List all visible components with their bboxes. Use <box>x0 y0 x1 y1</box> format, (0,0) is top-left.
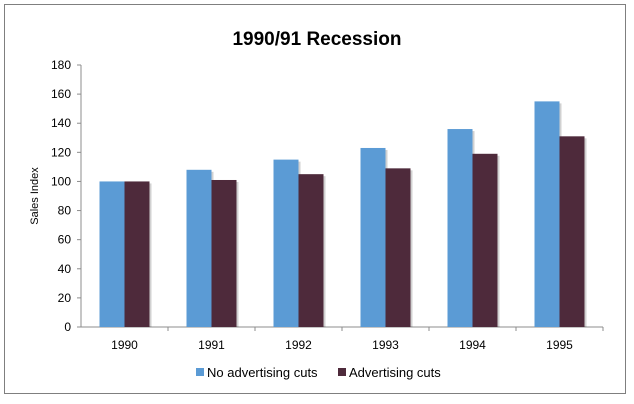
bar-advertising-cuts-1993 <box>385 168 411 327</box>
y-tick-label: 0 <box>64 320 71 334</box>
legend-swatch <box>196 368 204 376</box>
legend-swatch <box>338 368 346 376</box>
y-tick-label: 140 <box>51 116 71 130</box>
x-tick-label: 1993 <box>372 338 399 352</box>
x-tick-label: 1994 <box>459 338 486 352</box>
bars <box>99 101 587 327</box>
y-tick-label: 80 <box>58 204 72 218</box>
y-tick-label: 160 <box>51 87 71 101</box>
y-tick-label: 60 <box>58 233 72 247</box>
bar-advertising-cuts-1994 <box>472 153 498 327</box>
y-axis-label: Sales Index <box>29 167 41 225</box>
bar-no-advertising-cuts-1992 <box>273 159 299 327</box>
bar-advertising-cuts-1991 <box>211 179 237 327</box>
y-tick-label: 100 <box>51 174 71 188</box>
x-tick-label: 1990 <box>111 338 138 352</box>
bar-no-advertising-cuts-1994 <box>447 129 473 327</box>
bar-no-advertising-cuts-1990 <box>99 181 125 327</box>
bar-advertising-cuts-1990 <box>124 181 150 327</box>
legend: No advertising cuts Advertising cuts <box>196 365 441 380</box>
bar-no-advertising-cuts-1995 <box>534 101 560 327</box>
y-tick-label: 20 <box>58 291 72 305</box>
axes: 0 20 40 60 80 100 120 140 160 180 1990 1991 1992 1993… <box>51 58 604 352</box>
y-tick-label: 180 <box>51 58 71 72</box>
chart-title: 1990/91 Recession <box>232 29 401 50</box>
x-tick-label: 1995 <box>546 338 573 352</box>
y-tick-label: 120 <box>51 145 71 159</box>
y-tick-label: 40 <box>58 262 72 276</box>
bar-no-advertising-cuts-1991 <box>186 169 212 327</box>
x-tick-label: 1991 <box>198 338 225 352</box>
legend-label: No advertising cuts <box>207 365 318 380</box>
bar-advertising-cuts-1995 <box>559 136 585 327</box>
x-tick-label: 1992 <box>285 338 312 352</box>
bar-advertising-cuts-1992 <box>298 174 324 327</box>
legend-label: Advertising cuts <box>349 365 441 380</box>
bar-no-advertising-cuts-1993 <box>360 147 386 327</box>
